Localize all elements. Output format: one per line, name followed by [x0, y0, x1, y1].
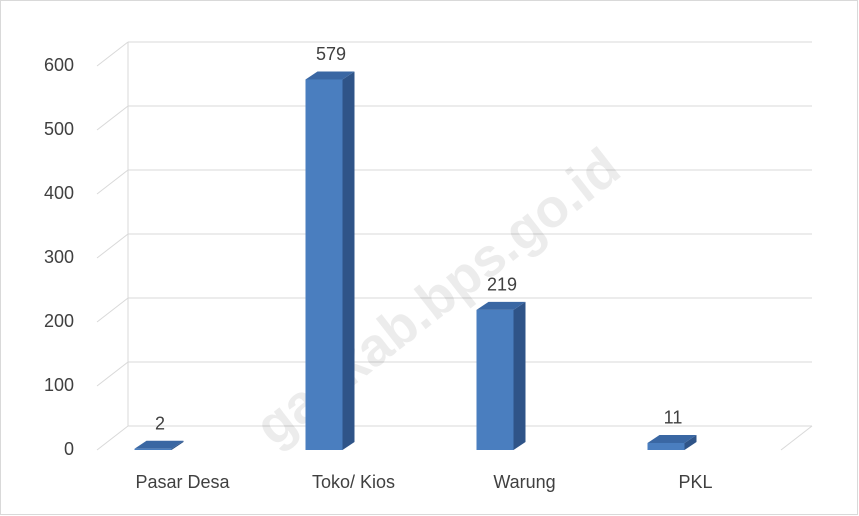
bar — [647, 442, 685, 450]
bar — [476, 309, 514, 450]
y-tick-label: 400 — [44, 183, 74, 203]
bar — [305, 79, 343, 450]
bar-side — [513, 301, 526, 450]
floor-edge — [780, 425, 813, 451]
bar-top — [134, 440, 184, 449]
x-tick-label: Warung — [493, 472, 555, 492]
y-tick-label: 500 — [44, 119, 74, 139]
bar-top — [647, 434, 697, 443]
y-tick-label: 0 — [64, 439, 74, 459]
bar-side — [684, 434, 697, 450]
data-label: 2 — [155, 413, 165, 433]
x-tick-label: Toko/ Kios — [312, 472, 395, 492]
y-tick-label: 600 — [44, 55, 74, 75]
data-label: 11 — [664, 408, 683, 428]
bar-top — [476, 301, 526, 310]
side-grid-line — [96, 361, 129, 387]
y-tick-label: 200 — [44, 311, 74, 331]
side-grid-line — [96, 105, 129, 131]
side-grid-line — [96, 425, 129, 451]
bar-side — [342, 71, 355, 450]
side-grid-line — [96, 233, 129, 259]
data-label: 219 — [487, 275, 517, 295]
side-grid-line — [96, 169, 129, 195]
data-label: 579 — [316, 44, 346, 64]
x-tick-label: PKL — [678, 472, 712, 492]
y-tick-label: 100 — [44, 375, 74, 395]
bar — [134, 448, 172, 450]
y-tick-label: 300 — [44, 247, 74, 267]
bar-top — [305, 71, 355, 80]
x-tick-label: Pasar Desa — [135, 472, 230, 492]
side-grid-line — [96, 297, 129, 323]
side-grid-line — [96, 41, 129, 67]
bar-side — [171, 440, 184, 450]
